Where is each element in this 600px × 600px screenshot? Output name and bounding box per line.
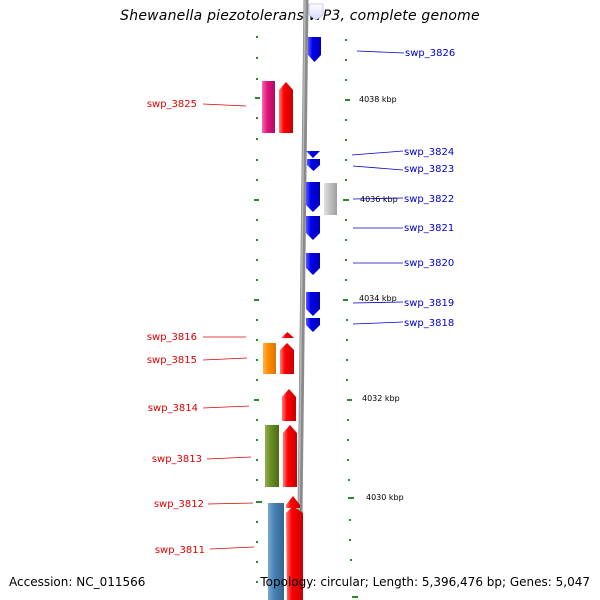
cog-swp_3822 (324, 183, 337, 215)
gene-swp_3812[interactable] (286, 496, 300, 508)
label-swp_3826[interactable]: swp_3826 (405, 48, 455, 59)
scale-label-4034: 4034 kbp (359, 294, 397, 303)
genome-summary-text: Topology: circular; Length: 5,396,476 bp… (260, 575, 590, 589)
reverse-strand-genes (306, 37, 321, 332)
label-swp_3816[interactable]: swp_3816 (147, 332, 197, 343)
gene-swp_3814[interactable] (282, 389, 296, 421)
label-swp_3813[interactable]: swp_3813 (152, 454, 202, 465)
forward-strand-genes (279, 82, 303, 600)
gene-swp_3824[interactable] (306, 151, 320, 158)
scale-label-4036: 4036 kbp (360, 195, 398, 204)
label-swp_3811[interactable]: swp_3811 (155, 545, 205, 556)
cog-swp_3813 (265, 425, 279, 487)
label-swp_3814[interactable]: swp_3814 (148, 403, 198, 414)
scale-label-4032: 4032 kbp (362, 394, 400, 403)
map-title: Shewanella piezotolerans WP3, complete g… (120, 8, 480, 24)
cog-swp_3815 (263, 343, 276, 374)
label-swp_3820[interactable]: swp_3820 (404, 258, 454, 269)
gene-swp_3826[interactable] (308, 37, 321, 62)
gene-swp_3820[interactable] (306, 253, 320, 275)
label-swp_3815[interactable]: swp_3815 (147, 355, 197, 366)
right-track-dots (343, 39, 358, 598)
gene-top-fragment (308, 3, 324, 21)
label-swp_3822[interactable]: swp_3822 (404, 194, 454, 205)
gene-swp_3821[interactable] (306, 216, 320, 240)
left-track-dots (254, 36, 262, 583)
genome-backbone-highlight (297, 0, 306, 600)
accession-text: Accession: NC_011566 (9, 575, 146, 589)
genome-backbone (296, 0, 309, 600)
label-swp_3821[interactable]: swp_3821 (404, 223, 454, 234)
label-swp_3812[interactable]: swp_3812 (154, 499, 204, 510)
gene-swp_3813[interactable] (283, 425, 297, 487)
label-swp_3823[interactable]: swp_3823 (404, 164, 454, 175)
gene-swp_3825[interactable] (279, 82, 293, 133)
gene-swp_3816[interactable] (281, 332, 294, 338)
cog-swp_3811 (268, 503, 284, 600)
scale-label-4038: 4038 kbp (359, 95, 397, 104)
label-swp_3818[interactable]: swp_3818 (404, 318, 454, 329)
gene-swp_3819[interactable] (306, 292, 320, 316)
category-track (262, 81, 337, 600)
label-connectors (202, 50, 405, 550)
gene-swp_3818[interactable] (306, 318, 320, 332)
label-swp_3825[interactable]: swp_3825 (147, 99, 197, 110)
scale-label-4030: 4030 kbp (366, 493, 404, 502)
label-swp_3819[interactable]: swp_3819 (404, 298, 454, 309)
gene-swp_3815[interactable] (280, 343, 294, 374)
gene-swp_3823[interactable] (307, 159, 320, 171)
cog-swp_3825 (262, 81, 275, 133)
gene-swp_3822[interactable] (306, 182, 320, 212)
gene-swp_3811[interactable] (286, 506, 303, 600)
label-swp_3824[interactable]: swp_3824 (404, 147, 454, 158)
